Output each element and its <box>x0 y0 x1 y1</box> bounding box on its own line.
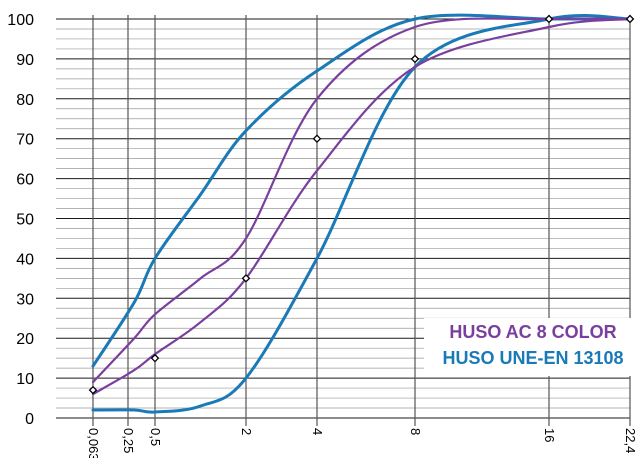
data-points <box>88 14 635 395</box>
legend-item-une-en-13108: HUSO UNE-EN 13108 <box>442 348 624 368</box>
y-tick-label: 20 <box>16 331 34 348</box>
y-tick-label: 40 <box>16 251 34 268</box>
x-tick-label: 2 <box>239 428 254 435</box>
data-point <box>410 54 420 64</box>
x-tick-label: 8 <box>408 428 423 435</box>
data-point <box>241 274 251 283</box>
series-layer <box>91 13 632 414</box>
y-tick-label: 50 <box>16 212 34 229</box>
legend: HUSO AC 8 COLOR HUSO UNE-EN 13108 <box>424 318 642 376</box>
y-tick-label: 90 <box>16 52 34 69</box>
series-line-3-envelope-lower <box>91 17 632 396</box>
data-point <box>150 353 160 363</box>
series-line-2-envelope-upper <box>91 17 632 384</box>
x-tick-label: 22,4 <box>623 428 638 453</box>
y-tick-label: 60 <box>16 172 34 189</box>
series-line-1-envelope-lower <box>91 13 632 414</box>
x-tick-label: 0,063 <box>86 428 101 458</box>
y-tick-label: 70 <box>16 132 34 149</box>
x-axis-ticks: 0,063 0,25 0,5 2 4 8 16 22,4 <box>86 428 638 458</box>
y-tick-label: 100 <box>7 12 34 29</box>
series-line-0-envelope-upper <box>91 13 632 368</box>
data-point <box>312 134 322 144</box>
x-tick-label: 0,25 <box>121 428 136 453</box>
y-axis-ticks: 0 10 20 30 40 50 60 70 80 90 100 <box>7 12 34 428</box>
x-tick-label: 16 <box>542 428 557 442</box>
data-point <box>625 14 635 24</box>
legend-item-ac8-color: HUSO AC 8 COLOR <box>449 322 617 342</box>
data-point <box>88 385 98 395</box>
minor-gridlines <box>56 28 630 409</box>
data-point <box>544 14 554 24</box>
x-tick-label: 0,5 <box>148 428 163 446</box>
y-tick-label: 0 <box>25 411 34 428</box>
y-tick-label: 10 <box>16 371 34 388</box>
x-tick-label: 4 <box>310 428 325 435</box>
y-tick-label: 30 <box>16 291 34 308</box>
y-tick-label: 80 <box>16 92 34 109</box>
